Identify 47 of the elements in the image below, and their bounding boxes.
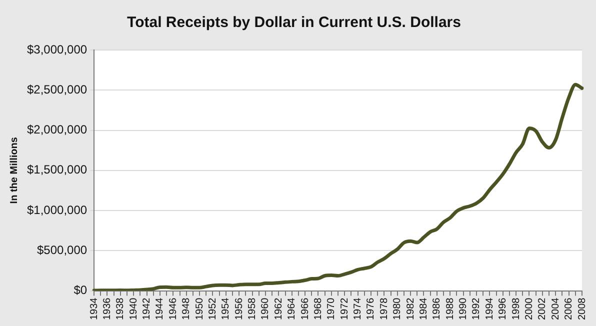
- x-tick-label: 1964: [286, 297, 298, 320]
- x-tick-label: 1934: [88, 297, 100, 320]
- y-tick-label: $1,500,000: [26, 162, 88, 177]
- x-tick-label: 1990: [458, 297, 470, 320]
- x-tick-label: 1970: [326, 297, 338, 320]
- x-tick-label: 1936: [102, 297, 113, 320]
- x-tick-label: 2000: [524, 297, 535, 320]
- y-tick-label: $0: [74, 283, 88, 298]
- x-tick-label: 1954: [220, 297, 232, 320]
- x-tick-label: 1940: [128, 297, 140, 320]
- x-tick-label: 1980: [392, 297, 404, 320]
- y-tick-label: $3,000,000: [26, 42, 88, 56]
- y-tick-label: $500,000: [36, 242, 88, 257]
- x-tick-label: 1948: [181, 297, 192, 320]
- x-tick-label: 1960: [260, 297, 272, 320]
- x-tick-label: 1942: [142, 297, 153, 320]
- y-tick-label: $1,000,000: [26, 202, 88, 217]
- x-tick-label: 2002: [537, 297, 548, 320]
- x-tick-label: 1986: [432, 297, 443, 320]
- x-tick-label: 1966: [300, 297, 311, 320]
- x-tick-label: 1946: [168, 297, 179, 320]
- x-tick-label: 1976: [366, 297, 377, 320]
- y-axis-title: In the Millions: [8, 136, 20, 204]
- x-tick-label: 1992: [471, 297, 482, 320]
- x-tick-label: 2006: [564, 297, 575, 320]
- x-tick-label: 1974: [352, 297, 364, 320]
- y-tick-label: $2,500,000: [26, 82, 88, 96]
- y-tick-label: $2,000,000: [26, 122, 88, 137]
- x-tick-label: 1962: [273, 297, 284, 320]
- x-tick-label: 1994: [484, 297, 496, 320]
- x-tick-label: 2008: [576, 297, 588, 320]
- x-tick-label: 1978: [378, 297, 390, 320]
- x-tick-label: 1998: [510, 297, 522, 320]
- x-tick-label: 2004: [550, 297, 562, 320]
- x-tick-label: 1938: [115, 297, 126, 320]
- x-tick-label: 1968: [313, 297, 324, 320]
- x-tick-label: 1956: [234, 297, 245, 320]
- x-tick-label: 1982: [405, 297, 416, 320]
- x-tick-label: 1950: [194, 297, 206, 320]
- x-tick-label: 1944: [154, 297, 166, 320]
- x-tick-label: 1996: [498, 297, 509, 320]
- x-tick-label: 1984: [418, 297, 430, 320]
- x-tick-label: 1972: [339, 297, 350, 320]
- x-tick-label: 1958: [247, 297, 258, 320]
- chart-title: Total Receipts by Dollar in Current U.S. Dollars: [127, 14, 461, 32]
- x-tick-label: 1988: [444, 297, 456, 320]
- x-tick-label: 1952: [207, 297, 218, 320]
